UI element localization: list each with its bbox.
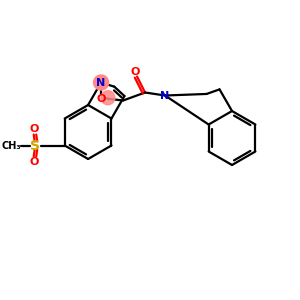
Text: O: O [29, 158, 38, 167]
Text: CH₃: CH₃ [2, 140, 22, 151]
Text: O: O [96, 94, 106, 103]
Circle shape [101, 91, 115, 105]
Text: N: N [160, 91, 170, 100]
Text: O: O [130, 67, 140, 76]
Circle shape [94, 75, 109, 90]
Text: S: S [30, 139, 40, 152]
Text: N: N [97, 77, 106, 88]
Text: O: O [29, 124, 38, 134]
